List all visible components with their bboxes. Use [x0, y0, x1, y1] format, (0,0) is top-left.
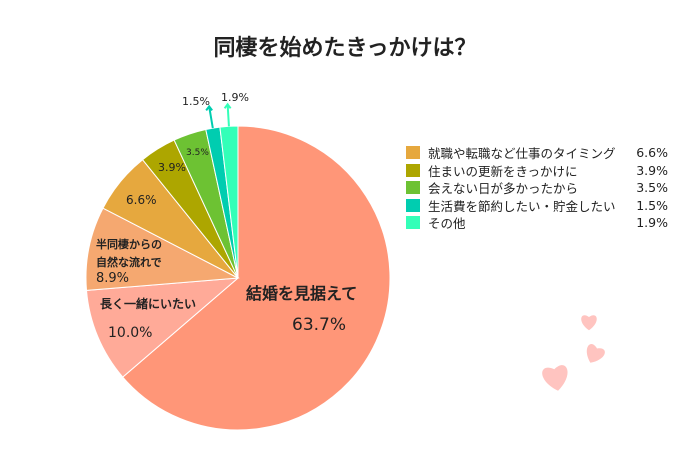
pie-slice-0 [122, 125, 391, 431]
legend-item: 就職や転職など仕事のタイミング 6.6% [406, 144, 668, 162]
pie-slice-1 [85, 277, 240, 378]
legend-swatch [406, 163, 420, 177]
legend-label: その他 [428, 216, 466, 232]
slice-value-5: 3.5% [186, 148, 209, 158]
legend-label: 就職や転職など仕事のタイミング [428, 146, 616, 162]
slice-label-2: 半同棲からの 自然な流れで [96, 238, 162, 269]
slice-value-1: 10.0% [108, 325, 153, 341]
legend: 就職や転職など仕事のタイミング 6.6% 住まいの更新をきっかけに 3.9% 会えな… [406, 144, 668, 232]
legend-swatch [406, 216, 420, 230]
pie-slice-7 [219, 125, 239, 279]
slice-value-2: 8.9% [96, 271, 130, 286]
legend-item: 生活費を節約したい・貯金したい 1.5% [406, 197, 668, 215]
heart-icon [581, 315, 597, 331]
legend-value: 3.9% [636, 162, 668, 178]
legend-value: 1.9% [636, 215, 668, 231]
slice-value-6: 1.5% [182, 95, 210, 108]
slice-label-0: 結婚を見据えて [246, 284, 358, 303]
legend-value: 3.5% [636, 180, 668, 196]
legend-label: 会えない日が多かったから [428, 181, 579, 197]
legend-item: その他 1.9% [406, 214, 668, 232]
chart-title: 同棲を始めたきっかけは？ [213, 36, 477, 61]
slice-label-1: 長く一緒にいたい [100, 297, 197, 311]
legend-label: 住まいの更新をきっかけに [428, 163, 578, 179]
legend-swatch [406, 146, 420, 160]
slice-value-3: 6.6% [126, 193, 157, 207]
callout-arrow-7 [223, 102, 232, 127]
legend-value: 6.6% [636, 145, 668, 161]
heart-icon [586, 344, 605, 363]
legend-label: 生活費を節約したい・貯金したい [428, 198, 616, 214]
legend-item: 会えない日が多かったから 3.5% [406, 179, 668, 197]
pie-slice-2 [85, 207, 240, 291]
legend-item: 住まいの更新をきっかけに 3.9% [406, 162, 668, 180]
slice-value-7: 1.9% [221, 91, 249, 104]
slice-value-4: 3.9% [158, 161, 186, 174]
callout-arrow-6 [205, 104, 214, 129]
legend-value: 1.5% [636, 197, 668, 213]
heart-icon [542, 365, 568, 391]
legend-swatch [406, 198, 420, 212]
legend-swatch [406, 181, 420, 195]
slice-value-0: 63.7% [292, 315, 347, 335]
